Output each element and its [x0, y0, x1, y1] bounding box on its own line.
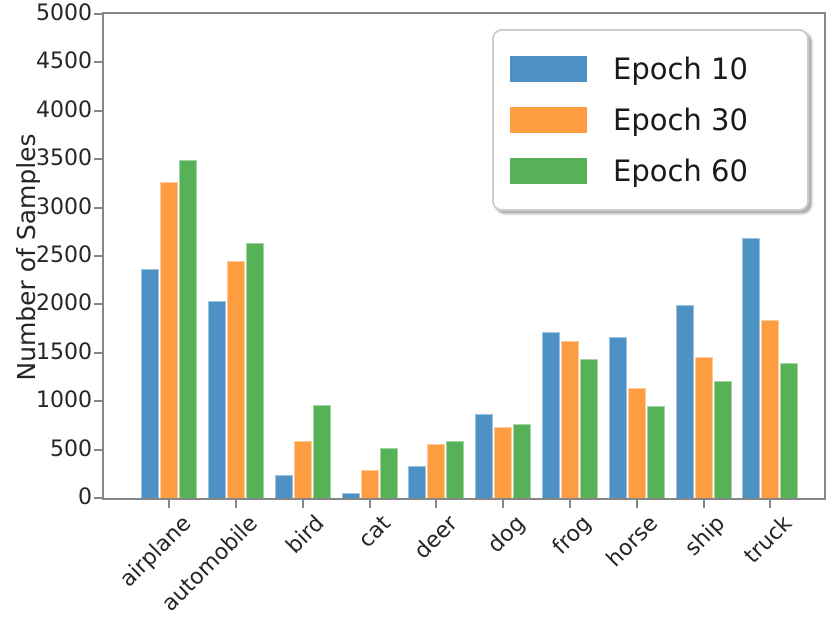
x-tick-mark-airplane — [168, 500, 171, 508]
y-tick-label-1500: 1500 — [36, 339, 92, 365]
x-tick-label-frog: frog — [548, 511, 597, 560]
x-tick-label-deer: deer — [410, 511, 464, 565]
bar-dog-epoch-30 — [494, 427, 513, 498]
y-tick-mark-0 — [94, 497, 102, 499]
y-tick-mark-2000 — [94, 303, 102, 306]
x-tick-label-bird: bird — [281, 511, 330, 559]
bar-truck-epoch-10 — [742, 237, 761, 498]
bar-ship-epoch-30 — [694, 356, 713, 498]
bar-frog-epoch-10 — [541, 331, 560, 498]
y-tick-label-500: 500 — [50, 436, 92, 462]
y-tick-label-3500: 3500 — [36, 146, 92, 172]
y-tick-label-4000: 4000 — [36, 97, 92, 123]
x-tick-mark-truck — [769, 500, 772, 508]
x-tick-mark-deer — [435, 500, 438, 508]
legend-item-epoch-30: Epoch 30 — [510, 103, 807, 137]
bar-cat-epoch-60 — [379, 447, 398, 498]
bar-airplane-epoch-30 — [160, 182, 179, 498]
bar-bird-epoch-10 — [274, 474, 293, 498]
y-tick-mark-1500 — [94, 351, 102, 354]
legend-swatch-epoch-60 — [510, 158, 587, 184]
legend-label-epoch-30: Epoch 30 — [613, 103, 748, 137]
legend-item-epoch-10: Epoch 10 — [510, 52, 807, 86]
bar-deer-epoch-10 — [408, 466, 427, 498]
legend: Epoch 10 Epoch 30 Epoch 60 — [492, 29, 809, 211]
bar-deer-epoch-30 — [427, 443, 446, 498]
x-tick-mark-horse — [635, 500, 638, 508]
x-tick-mark-cat — [368, 500, 371, 508]
bar-truck-epoch-30 — [761, 319, 780, 498]
y-tick-label-2000: 2000 — [36, 291, 92, 317]
y-tick-mark-4500 — [94, 61, 102, 64]
plot-area — [102, 12, 826, 500]
y-tick-mark-5000 — [94, 13, 102, 15]
bar-horse-epoch-30 — [627, 387, 646, 498]
legend-label-epoch-10: Epoch 10 — [613, 52, 748, 86]
bar-automobile-epoch-60 — [246, 243, 265, 498]
y-tick-mark-3500 — [94, 158, 102, 161]
bar-truck-epoch-60 — [780, 363, 799, 498]
y-tick-mark-1000 — [94, 400, 102, 403]
y-tick-label-2500: 2500 — [36, 243, 92, 268]
y-tick-label-4500: 4500 — [36, 49, 92, 75]
bar-bird-epoch-60 — [312, 405, 331, 498]
y-tick-mark-2500 — [94, 255, 102, 257]
legend-label-epoch-60: Epoch 60 — [613, 154, 748, 188]
y-tick-label-0: 0 — [78, 485, 92, 510]
x-tick-mark-dog — [502, 500, 505, 508]
y-tick-mark-3000 — [94, 206, 102, 209]
bar-cat-epoch-30 — [360, 469, 379, 498]
bar-frog-epoch-60 — [579, 358, 598, 498]
bar-airplane-epoch-60 — [179, 160, 198, 498]
y-tick-label-3000: 3000 — [36, 194, 92, 220]
bar-deer-epoch-60 — [446, 440, 465, 498]
bar-ship-epoch-10 — [675, 305, 694, 498]
bar-dog-epoch-10 — [475, 413, 494, 498]
legend-item-epoch-60: Epoch 60 — [510, 154, 807, 188]
x-tick-mark-frog — [568, 500, 571, 508]
y-tick-mark-500 — [94, 448, 102, 451]
x-tick-mark-bird — [301, 500, 304, 508]
x-tick-mark-automobile — [235, 500, 238, 508]
legend-swatch-epoch-30 — [510, 107, 587, 133]
x-tick-label-dog: dog — [482, 511, 530, 558]
y-tick-label-1000: 1000 — [36, 388, 92, 414]
y-tick-mark-4000 — [94, 109, 102, 112]
bar-automobile-epoch-30 — [227, 260, 246, 498]
bar-airplane-epoch-10 — [141, 268, 160, 498]
x-tick-label-ship: ship — [680, 511, 731, 561]
bar-cat-epoch-10 — [341, 493, 360, 498]
bar-bird-epoch-30 — [293, 440, 312, 498]
legend-swatch-epoch-10 — [510, 56, 587, 82]
x-tick-mark-ship — [702, 500, 705, 508]
bar-automobile-epoch-10 — [208, 300, 227, 498]
x-tick-label-cat: cat — [354, 511, 397, 553]
bar-horse-epoch-60 — [646, 406, 665, 498]
bar-horse-epoch-10 — [608, 337, 627, 498]
bar-dog-epoch-60 — [513, 424, 532, 498]
bar-ship-epoch-60 — [713, 380, 732, 498]
bar-frog-epoch-30 — [560, 341, 579, 498]
x-tick-label-horse: horse — [602, 511, 664, 573]
x-tick-label-truck: truck — [739, 511, 798, 569]
y-tick-label-5000: 5000 — [36, 1, 92, 26]
